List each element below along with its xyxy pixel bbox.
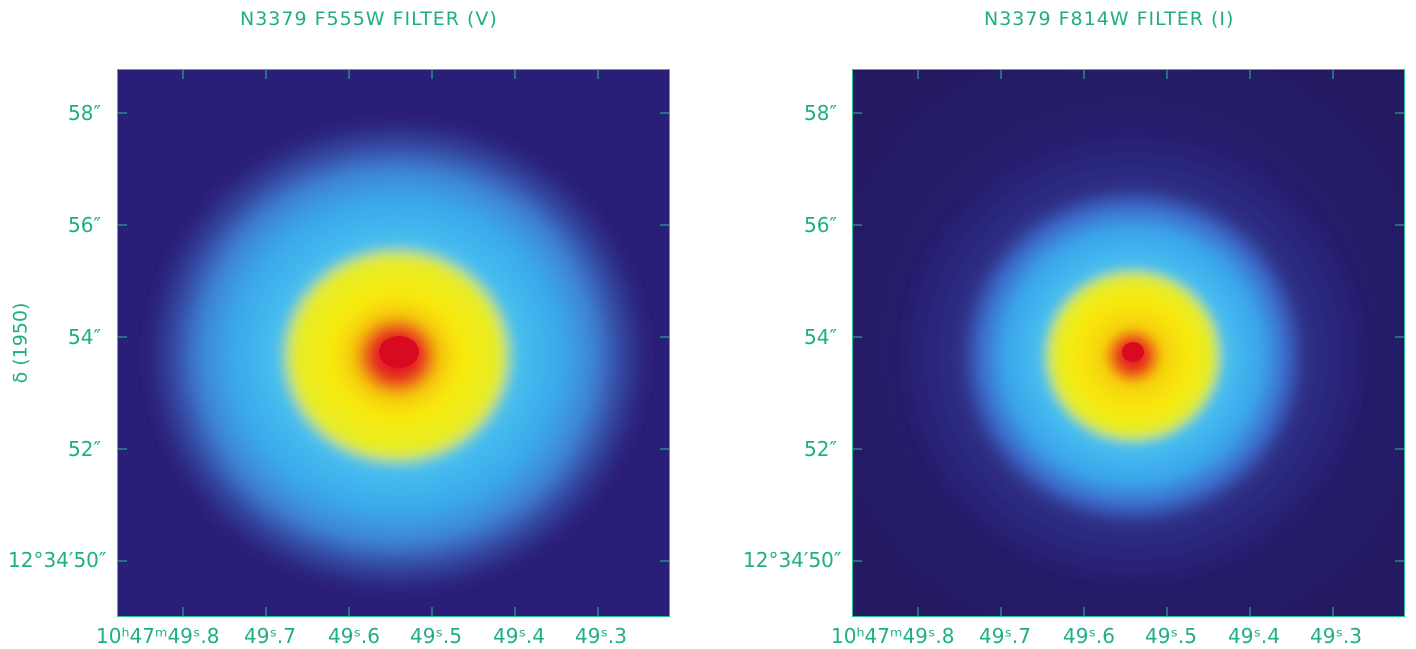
y-tick-label: 12°34′50″ xyxy=(8,548,107,572)
y-tick-label: 58″ xyxy=(68,101,101,125)
galaxy-image-i xyxy=(852,69,1405,617)
x-tick-label: 49ˢ.4 xyxy=(1228,624,1280,648)
y-tick-label: 58″ xyxy=(804,101,837,125)
y-tick-label: 56″ xyxy=(68,213,101,237)
y-tick-label: 12°34′50″ xyxy=(743,548,842,572)
y-axis-title: δ (1950) xyxy=(9,302,32,384)
x-tick-label: 49ˢ.3 xyxy=(575,624,627,648)
panel-v-filter: N3379 F555W FILTER (V) δ (1950) 58″ 56″ … xyxy=(8,8,670,648)
galaxy-image-v xyxy=(117,69,670,617)
panel-i-filter: N3379 F814W FILTER (I) 58″ 56″ 54″ 52″ 1… xyxy=(708,0,1416,649)
x-tick-label: 49ˢ.6 xyxy=(328,624,380,648)
x-tick-label: 49ˢ.6 xyxy=(1063,624,1115,648)
y-tick-label: 54″ xyxy=(68,325,101,349)
y-tick-label: 56″ xyxy=(804,213,837,237)
x-tick-label: 49ˢ.5 xyxy=(410,624,462,648)
panel-title: N3379 F814W FILTER (I) xyxy=(984,8,1235,30)
panel-title: N3379 F555W FILTER (V) xyxy=(240,8,498,30)
x-tick-label: 49ˢ.4 xyxy=(493,624,545,648)
x-tick-label: 49ˢ.3 xyxy=(1310,624,1362,648)
y-tick-label: 54″ xyxy=(804,325,837,349)
x-tick-label: 49ˢ.5 xyxy=(1145,624,1197,648)
x-tick-label: 49ˢ.7 xyxy=(979,624,1031,648)
x-tick-label: 10ʰ47ᵐ49ˢ.8 xyxy=(831,624,955,648)
x-tick-label: 49ˢ.7 xyxy=(244,624,296,648)
y-tick-label: 52″ xyxy=(68,437,101,461)
y-tick-label: 52″ xyxy=(804,437,837,461)
x-tick-label: 10ʰ47ᵐ49ˢ.8 xyxy=(96,624,220,648)
